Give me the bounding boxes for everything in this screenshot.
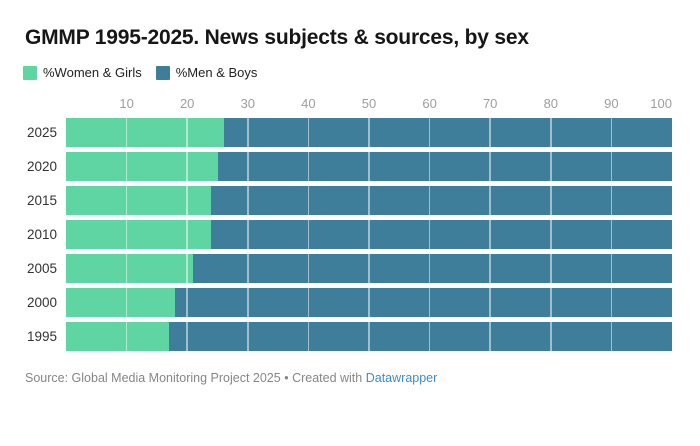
- row-label-2025: 2025: [26, 125, 57, 140]
- row-label-2020: 2020: [26, 159, 57, 174]
- legend-swatch-women: [23, 65, 37, 80]
- bar-segment-men[interactable]: [211, 186, 672, 215]
- x-axis: 10 20 30 40 50 60 70 80 90 100: [66, 96, 672, 111]
- bar-segment-women[interactable]: [66, 186, 212, 215]
- x-axis-tick-20: 20: [179, 96, 195, 111]
- legend-item: %Women & Girls: [23, 65, 142, 80]
- bar-segment-men[interactable]: [169, 322, 672, 351]
- legend-item: %Men & Boys: [155, 65, 258, 80]
- bar-row-2025: 2025: [0, 118, 672, 147]
- row-label-2015: 2015: [26, 193, 57, 208]
- bar-segment-women[interactable]: [66, 288, 176, 317]
- legend: %Women & Girls %Men & Boys: [23, 65, 675, 80]
- x-axis-tick-100: 100: [650, 96, 672, 111]
- legend-label-women: %Women & Girls: [43, 65, 142, 80]
- x-axis-tick-50: 50: [361, 96, 377, 111]
- created-with-text: Created with: [292, 371, 363, 385]
- bar-segment-men[interactable]: [217, 152, 672, 181]
- bar-2000: [66, 288, 672, 317]
- x-axis-tick-90: 90: [604, 96, 619, 111]
- bar-2015: [66, 186, 672, 215]
- row-label-1995: 1995: [26, 329, 57, 344]
- bar-2025: [66, 118, 672, 147]
- bar-row-2000: 2000: [0, 288, 672, 317]
- bar-row-2010: 2010: [0, 220, 672, 249]
- row-label-2010: 2010: [26, 227, 57, 242]
- chart-title: GMMP 1995-2025. News subjects & sources,…: [25, 26, 529, 49]
- x-axis-tick-40: 40: [301, 96, 316, 111]
- row-label-2005: 2005: [26, 261, 57, 276]
- bar-segment-men[interactable]: [175, 288, 672, 317]
- bar-row-1995: 1995: [0, 322, 672, 351]
- datawrapper-link[interactable]: Datawrapper: [365, 371, 438, 385]
- footer: Source: Global Media Monitoring Project …: [25, 371, 675, 386]
- x-axis-tick-70: 70: [482, 96, 498, 111]
- bar-segment-women[interactable]: [66, 322, 170, 351]
- bar-segment-men[interactable]: [223, 118, 672, 147]
- bar-row-2020: 2020: [0, 152, 672, 181]
- bar-segment-women[interactable]: [66, 254, 194, 283]
- bar-row-2015: 2015: [0, 186, 672, 215]
- x-axis-tick-30: 30: [240, 96, 256, 111]
- bar-2020: [66, 152, 672, 181]
- x-axis-tick-60: 60: [422, 96, 437, 111]
- legend-label-men: %Men & Boys: [175, 65, 258, 80]
- bar-rows: 2025 2020 2015 2010 2005 2000 1995: [0, 118, 672, 351]
- x-axis-tick-10: 10: [119, 96, 134, 111]
- bar-segment-men[interactable]: [193, 254, 672, 283]
- chart: 10 20 30 40 50 60 70 80 90 100 2025 2020 2015 2010 20…: [0, 96, 672, 351]
- bar-segment-women[interactable]: [66, 118, 224, 147]
- x-axis-tick-80: 80: [543, 96, 559, 111]
- bar-2010: [66, 220, 672, 249]
- row-label-2000: 2000: [26, 295, 57, 310]
- bar-2005: [66, 254, 672, 283]
- bar-row-2005: 2005: [0, 254, 672, 283]
- bar-segment-women[interactable]: [66, 220, 212, 249]
- chart-page: GMMP 1995-2025. News subjects & sources,…: [0, 26, 700, 446]
- bar-1995: [66, 322, 672, 351]
- legend-swatch-men: [155, 65, 170, 80]
- bar-segment-women[interactable]: [66, 152, 218, 181]
- source-text: Source: Global Media Monitoring Project …: [25, 371, 281, 385]
- footer-separator: •: [284, 371, 289, 385]
- bar-segment-men[interactable]: [211, 220, 672, 249]
